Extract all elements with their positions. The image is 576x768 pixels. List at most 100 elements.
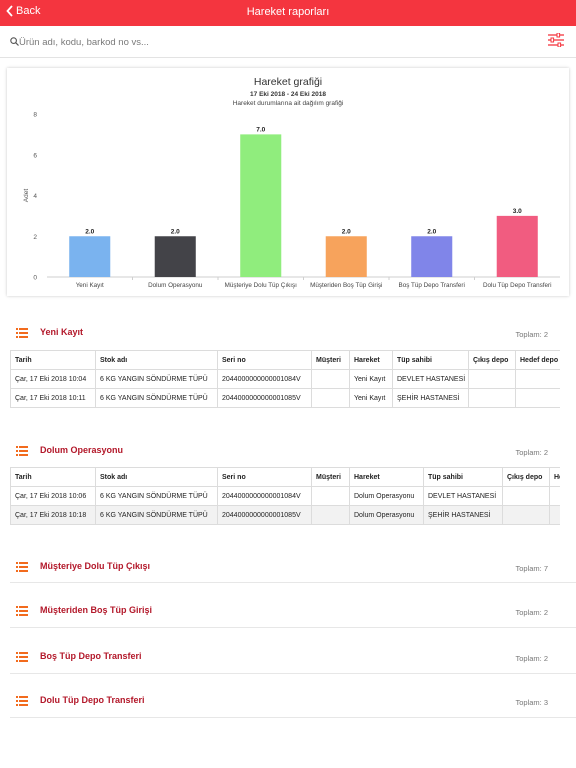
y-tick-label: 6 — [33, 152, 37, 159]
page-title: Hareket raporları — [246, 6, 330, 18]
column-header: Tarih — [10, 350, 96, 370]
column-header: Müşteri — [311, 350, 350, 370]
section-header-musteriye-dolu-tup-cikisi[interactable]: Müşteriye Dolu Tüp Çıkışı Toplam: 7 — [0, 557, 576, 579]
navigation-bar: Back Hareket raporları — [0, 0, 576, 26]
column-header: Hedef depo — [515, 350, 560, 370]
column-header: Tüp sahibi — [423, 467, 503, 487]
section-divider — [10, 717, 576, 718]
bar-value-label: 2.0 — [342, 228, 351, 235]
section-title: Yeni Kayıt — [40, 327, 84, 337]
table-yeni-kayit: Tarih Stok adı Seri no Müşteri Hareket T… — [10, 350, 560, 408]
bar-value-label: 2.0 — [171, 228, 180, 235]
bar-value-label: 2.0 — [85, 228, 94, 235]
table-cell: ŞEHİR HASTANESİ — [392, 388, 469, 408]
table-row[interactable]: Çar, 17 Eki 2018 10:11 6 KG YANGIN SÖNDÜ… — [10, 388, 560, 408]
column-header: Müşteri — [311, 467, 350, 487]
column-header: Stok adı — [95, 467, 218, 487]
list-icon — [16, 562, 28, 572]
chart-bar — [496, 215, 538, 277]
chart-bar — [240, 134, 282, 277]
table-cell: Yeni Kayıt — [349, 388, 393, 408]
back-button[interactable]: Back — [6, 5, 40, 17]
table-cell: ŞEHİR HASTANESİ — [423, 505, 503, 525]
search-input[interactable] — [19, 35, 519, 49]
table-cell: Çar, 17 Eki 2018 10:06 — [10, 486, 96, 506]
table-cell: 6 KG YANGIN SÖNDÜRME TÜPÜ — [95, 369, 218, 389]
chart-date-range: 17 Eki 2018 - 24 Eki 2018 — [250, 91, 326, 98]
table-cell: 2044000000000001084V — [217, 369, 312, 389]
movement-bar-chart: 0 2 4 6 8 Adet 2.0 Yeni Kayıt 2.0 Dolum Operasyon… — [23, 112, 560, 289]
list-icon — [16, 696, 28, 706]
table-cell: Yeni Kayıt — [349, 369, 393, 389]
column-header: Stok adı — [95, 350, 218, 370]
section-header-bos-tup-depo-transferi[interactable]: Boş Tüp Depo Transferi Toplam: 2 — [0, 647, 576, 669]
table-cell: 2044000000000001084V — [217, 486, 312, 506]
filter-sliders-icon[interactable] — [548, 33, 564, 47]
table-cell: 6 KG YANGIN SÖNDÜRME TÜPÜ — [95, 486, 218, 506]
table-dolum-operasyonu-wrapper[interactable]: Tarih Stok adı Seri no Müşteri Hareket T… — [0, 467, 560, 529]
table-row[interactable]: Çar, 17 Eki 2018 10:04 6 KG YANGIN SÖNDÜ… — [10, 369, 560, 389]
table-cell: DEVLET HASTANESİ — [392, 369, 469, 389]
column-header: Tarih — [10, 467, 96, 487]
table-cell — [549, 505, 560, 525]
table-cell: Dolum Operasyonu — [349, 486, 424, 506]
x-tick-label: Dolu Tüp Depo Transferi — [483, 282, 552, 289]
table-cell — [549, 486, 560, 506]
bar-value-label: 3.0 — [513, 208, 522, 215]
column-header: Hedef depo — [549, 467, 560, 487]
x-tick-label: Yeni Kayıt — [76, 282, 104, 289]
y-tick-label: 8 — [33, 112, 37, 119]
section-header-dolu-tup-depo-transferi[interactable]: Dolu Tüp Depo Transferi Toplam: 3 — [0, 691, 576, 713]
section-total: Toplam: 3 — [515, 698, 548, 707]
section-title: Boş Tüp Depo Transferi — [40, 651, 142, 661]
chevron-left-icon — [6, 5, 13, 17]
section-title: Müşteriden Boş Tüp Girişi — [40, 605, 153, 615]
bar-value-label: 2.0 — [427, 228, 436, 235]
table-cell: Çar, 17 Eki 2018 10:11 — [10, 388, 96, 408]
x-tick-label: Dolum Operasyonu — [148, 282, 203, 289]
bar-value-label: 7.0 — [256, 126, 265, 133]
table-row[interactable]: Çar, 17 Eki 2018 10:18 6 KG YANGIN SÖNDÜ… — [10, 505, 560, 525]
section-header-yeni-kayit[interactable]: Yeni Kayıt Toplam: 2 — [0, 323, 576, 345]
x-tick-label: Müşteriye Dolu Tüp Çıkışı — [225, 282, 298, 289]
table-cell: Çar, 17 Eki 2018 10:04 — [10, 369, 96, 389]
section-total: Toplam: 2 — [515, 448, 548, 457]
column-header: Hareket — [349, 350, 393, 370]
table-cell: DEVLET HASTANESİ — [423, 486, 503, 506]
section-total: Toplam: 7 — [515, 564, 548, 573]
list-icon — [16, 446, 28, 456]
table-row[interactable]: Çar, 17 Eki 2018 10:06 6 KG YANGIN SÖNDÜ… — [10, 486, 560, 506]
table-header-row: Tarih Stok adı Seri no Müşteri Hareket T… — [10, 467, 560, 487]
column-header: Çıkış depo — [502, 467, 550, 487]
chart-bar — [411, 236, 453, 277]
section-header-dolum-operasyonu[interactable]: Dolum Operasyonu Toplam: 2 — [0, 441, 576, 463]
table-cell: 6 KG YANGIN SÖNDÜRME TÜPÜ — [95, 505, 218, 525]
x-tick-label: Boş Tüp Depo Transferi — [399, 282, 465, 289]
column-header: Tüp sahibi — [392, 350, 469, 370]
table-cell: 6 KG YANGIN SÖNDÜRME TÜPÜ — [95, 388, 218, 408]
section-divider — [10, 673, 576, 674]
list-icon — [16, 328, 28, 338]
list-icon — [16, 606, 28, 616]
y-tick-label: 0 — [33, 275, 37, 282]
table-cell — [311, 486, 350, 506]
table-cell — [515, 388, 560, 408]
section-title: Dolu Tüp Depo Transferi — [40, 695, 145, 705]
table-cell: 2044000000000001085V — [217, 388, 312, 408]
section-total: Toplam: 2 — [515, 608, 548, 617]
section-divider — [10, 627, 576, 628]
table-cell — [311, 505, 350, 525]
chart-bar — [325, 236, 367, 277]
table-cell — [515, 369, 560, 389]
section-total: Toplam: 2 — [515, 654, 548, 663]
table-cell — [468, 369, 516, 389]
section-header-musteriden-bos-tup-girisi[interactable]: Müşteriden Boş Tüp Girişi Toplam: 2 — [0, 601, 576, 623]
table-cell — [468, 388, 516, 408]
list-icon — [16, 652, 28, 662]
table-cell — [502, 486, 550, 506]
table-cell — [311, 388, 350, 408]
table-yeni-kayit-wrapper[interactable]: Tarih Stok adı Seri no Müşteri Hareket T… — [0, 350, 560, 412]
table-cell: Dolum Operasyonu — [349, 505, 424, 525]
column-header: Çıkış depo — [468, 350, 516, 370]
y-tick-label: 4 — [33, 193, 37, 200]
